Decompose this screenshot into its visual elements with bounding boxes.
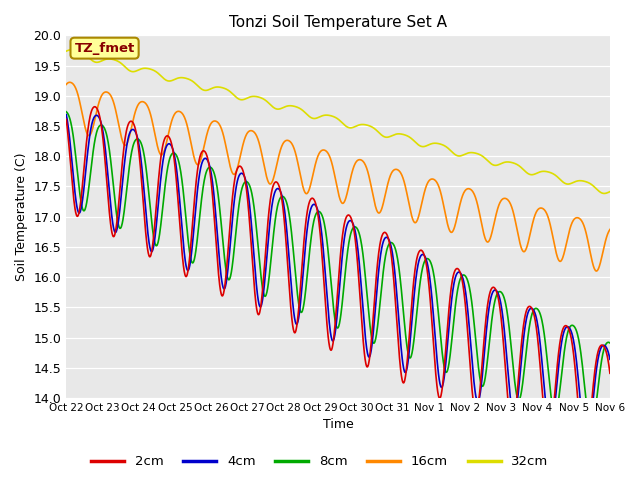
Line: 32cm: 32cm — [67, 49, 610, 193]
32cm — [606, 189, 614, 194]
8cm — [244, 180, 252, 186]
16cm — [593, 268, 600, 274]
32cm — [542, 168, 550, 174]
4cm — [63, 112, 70, 118]
8cm — [550, 407, 557, 413]
Line: 8cm: 8cm — [67, 112, 610, 410]
16cm — [63, 82, 70, 87]
2cm — [423, 264, 431, 270]
Y-axis label: Soil Temperature (C): Soil Temperature (C) — [15, 153, 28, 281]
32cm — [63, 48, 70, 54]
16cm — [170, 111, 178, 117]
8cm — [606, 340, 614, 346]
32cm — [244, 95, 252, 100]
32cm — [69, 47, 77, 52]
4cm — [508, 407, 516, 413]
X-axis label: Time: Time — [323, 419, 353, 432]
2cm — [471, 407, 479, 413]
2cm — [63, 117, 70, 122]
8cm — [541, 340, 549, 346]
8cm — [170, 150, 178, 156]
8cm — [493, 290, 501, 296]
8cm — [422, 256, 430, 262]
2cm — [170, 158, 178, 164]
2cm — [91, 104, 99, 109]
4cm — [183, 267, 191, 273]
32cm — [170, 77, 178, 83]
4cm — [170, 151, 178, 156]
32cm — [184, 76, 191, 82]
2cm — [542, 407, 550, 413]
8cm — [183, 228, 191, 234]
32cm — [600, 191, 608, 196]
16cm — [542, 209, 550, 215]
16cm — [494, 205, 502, 211]
32cm — [423, 143, 431, 149]
Title: Tonzi Soil Temperature Set A: Tonzi Soil Temperature Set A — [229, 15, 447, 30]
2cm — [244, 205, 252, 211]
32cm — [494, 162, 502, 168]
4cm — [606, 357, 614, 362]
2cm — [494, 295, 502, 300]
Legend: 2cm, 4cm, 8cm, 16cm, 32cm: 2cm, 4cm, 8cm, 16cm, 32cm — [86, 450, 554, 473]
Line: 16cm: 16cm — [67, 82, 610, 271]
16cm — [244, 129, 252, 135]
4cm — [493, 289, 501, 295]
16cm — [606, 227, 614, 232]
Line: 2cm: 2cm — [67, 107, 610, 410]
8cm — [63, 109, 70, 115]
4cm — [244, 190, 252, 195]
Text: TZ_fmet: TZ_fmet — [74, 42, 134, 55]
16cm — [423, 182, 431, 188]
2cm — [184, 270, 191, 276]
16cm — [66, 79, 74, 85]
2cm — [606, 371, 614, 376]
16cm — [184, 124, 191, 130]
4cm — [542, 401, 550, 407]
Line: 4cm: 4cm — [67, 115, 610, 410]
4cm — [422, 257, 430, 263]
